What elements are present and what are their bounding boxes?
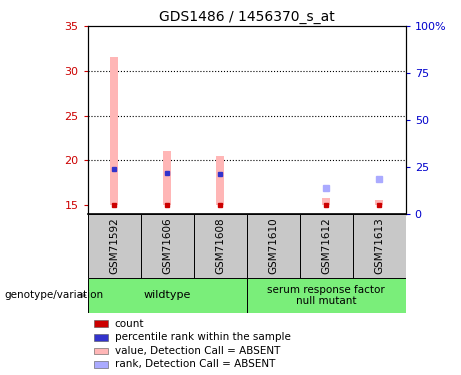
Text: GSM71608: GSM71608: [215, 217, 225, 274]
Bar: [300, 214, 353, 278]
Bar: [194, 214, 247, 278]
Bar: [94, 361, 108, 368]
Bar: [353, 214, 406, 278]
Bar: [322, 198, 330, 205]
Text: GSM71612: GSM71612: [321, 217, 331, 274]
Text: rank, Detection Call = ABSENT: rank, Detection Call = ABSENT: [115, 360, 275, 369]
Text: GSM71592: GSM71592: [109, 217, 119, 274]
Bar: [163, 151, 171, 205]
Bar: [247, 278, 406, 313]
Text: GSM71610: GSM71610: [268, 217, 278, 274]
Text: genotype/variation: genotype/variation: [5, 290, 104, 300]
Bar: [247, 214, 300, 278]
Title: GDS1486 / 1456370_s_at: GDS1486 / 1456370_s_at: [159, 10, 335, 24]
Bar: [94, 334, 108, 340]
Text: GSM71606: GSM71606: [162, 217, 172, 274]
Text: value, Detection Call = ABSENT: value, Detection Call = ABSENT: [115, 346, 280, 356]
Bar: [216, 156, 224, 205]
Bar: [94, 348, 108, 354]
Text: GSM71613: GSM71613: [374, 217, 384, 274]
Bar: [141, 214, 194, 278]
Bar: [375, 200, 383, 205]
Text: wildtype: wildtype: [143, 290, 191, 300]
Text: serum response factor
null mutant: serum response factor null mutant: [267, 285, 385, 306]
Bar: [94, 320, 108, 327]
Text: percentile rank within the sample: percentile rank within the sample: [115, 332, 290, 342]
Text: count: count: [115, 319, 144, 328]
Bar: [88, 214, 141, 278]
Bar: [88, 278, 247, 313]
Bar: [110, 57, 118, 205]
